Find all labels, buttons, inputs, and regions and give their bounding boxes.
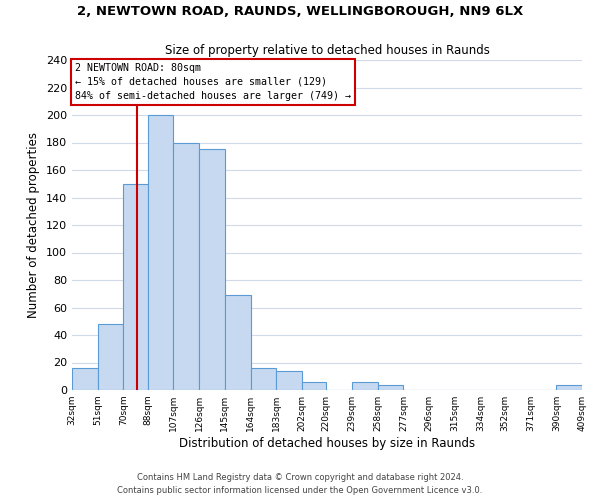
Bar	[378, 384, 403, 390]
Text: 2, NEWTOWN ROAD, RAUNDS, WELLINGBOROUGH, NN9 6LX: 2, NEWTOWN ROAD, RAUNDS, WELLINGBOROUGH,…	[77, 5, 523, 18]
Text: 2 NEWTOWN ROAD: 80sqm
← 15% of detached houses are smaller (129)
84% of semi-det: 2 NEWTOWN ROAD: 80sqm ← 15% of detached …	[75, 62, 351, 101]
Y-axis label: Number of detached properties: Number of detached properties	[28, 132, 40, 318]
Bar	[302, 382, 326, 390]
X-axis label: Distribution of detached houses by size in Raunds: Distribution of detached houses by size …	[179, 437, 475, 450]
Title: Size of property relative to detached houses in Raunds: Size of property relative to detached ho…	[164, 44, 490, 58]
Bar	[225, 295, 251, 390]
Bar	[173, 142, 199, 390]
Bar	[124, 184, 148, 390]
Bar	[148, 115, 173, 390]
Bar	[199, 150, 225, 390]
Bar	[72, 368, 98, 390]
Text: Contains HM Land Registry data © Crown copyright and database right 2024.
Contai: Contains HM Land Registry data © Crown c…	[118, 474, 482, 495]
Bar	[352, 382, 378, 390]
Bar	[98, 324, 124, 390]
Bar	[556, 384, 582, 390]
Bar	[276, 371, 302, 390]
Bar	[251, 368, 276, 390]
